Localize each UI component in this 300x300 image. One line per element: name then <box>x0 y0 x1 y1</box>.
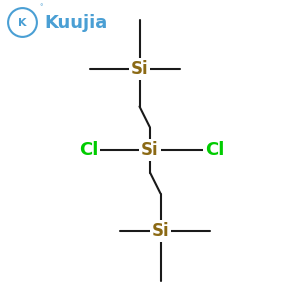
Text: K: K <box>18 17 27 28</box>
Text: Si: Si <box>141 141 159 159</box>
Text: Kuujia: Kuujia <box>44 14 108 32</box>
Text: Si: Si <box>131 60 148 78</box>
Text: Cl: Cl <box>79 141 98 159</box>
Text: Cl: Cl <box>205 141 224 159</box>
Text: °: ° <box>39 4 43 10</box>
Text: Si: Si <box>152 222 169 240</box>
